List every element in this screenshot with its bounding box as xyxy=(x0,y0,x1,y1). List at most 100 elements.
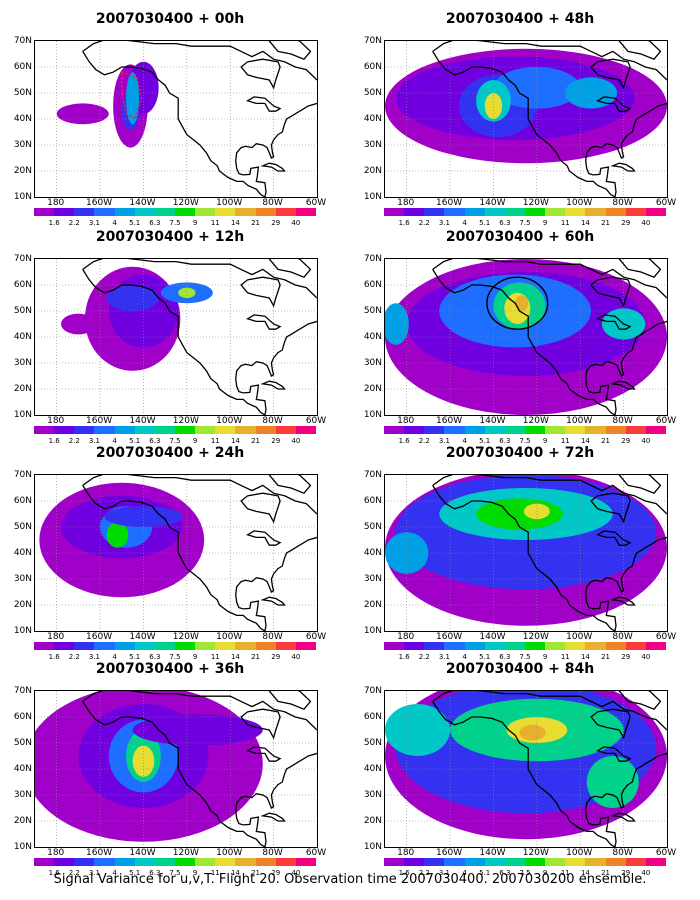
colorbar-label: 9 xyxy=(192,437,198,445)
colorbar-swatch xyxy=(174,208,196,216)
colorbar-label: 40 xyxy=(291,653,301,661)
colorbar-label: 21 xyxy=(601,219,611,227)
colorbar-label: 29 xyxy=(271,653,281,661)
colorbar-label: 9 xyxy=(542,219,548,227)
coastline xyxy=(590,492,631,524)
colorbar-swatch xyxy=(384,858,405,866)
colorbar-swatch xyxy=(484,426,505,434)
colorbar-swatch xyxy=(404,642,425,650)
latitude-label: 70N xyxy=(363,686,382,696)
coastline xyxy=(260,162,286,172)
colorbar-label: 7.5 xyxy=(169,653,181,661)
latitude-label: 40N xyxy=(363,764,382,774)
colorbar-swatch xyxy=(195,426,216,434)
longitude-label: 140W xyxy=(479,416,506,426)
colorbar-swatch xyxy=(94,642,115,650)
colorbar-swatch xyxy=(464,426,485,434)
variance-contour xyxy=(104,506,183,527)
coastline xyxy=(235,536,317,631)
longitude-label: 100W xyxy=(216,848,243,858)
colorbar-label: 9 xyxy=(542,653,548,661)
latitude-label: 30N xyxy=(363,790,382,800)
variance-contour xyxy=(519,724,546,741)
colorbar-swatch xyxy=(134,426,155,434)
latitude-label: 20N xyxy=(363,600,382,610)
colorbar-label: 29 xyxy=(621,437,631,445)
colorbar-swatch xyxy=(424,426,445,434)
colorbar-swatch xyxy=(585,642,606,650)
colorbar-label: 6.3 xyxy=(149,653,161,661)
coastline xyxy=(260,380,286,390)
latitude-label: 60N xyxy=(363,496,382,506)
variance-contour xyxy=(385,704,451,756)
colorbar-label: 6.3 xyxy=(499,219,511,227)
colorbar-swatch xyxy=(585,426,606,434)
colorbar-label: 21 xyxy=(251,653,261,661)
colorbar-label: 40 xyxy=(291,437,301,445)
colorbar-swatch xyxy=(275,426,296,434)
colorbar-label: 9 xyxy=(192,869,198,877)
colorbar-label: 1.6 xyxy=(48,869,60,877)
colorbar-swatch xyxy=(195,858,216,866)
colorbar-swatch xyxy=(154,208,175,216)
variance-contour xyxy=(132,714,263,746)
map-panel: 2007030400 + 72h 70N 60N 50N 40N 30N 20N 10N 180… xyxy=(350,444,690,661)
map-panel: 2007030400 + 00h 70N 60N 50N 40N 30N 20N 10N 180… xyxy=(0,10,340,227)
longitude-label: 120W xyxy=(522,198,549,208)
colorbar-swatch xyxy=(444,208,465,216)
latitude-label: 50N xyxy=(363,522,382,532)
longitude-label: 120W xyxy=(172,198,199,208)
map-svg xyxy=(35,41,317,197)
map-plot-area xyxy=(34,258,318,416)
colorbar-label: 40 xyxy=(641,653,651,661)
coastline xyxy=(585,320,667,415)
colorbar-swatch xyxy=(645,642,666,650)
colorbar-swatch xyxy=(295,208,316,216)
colorbar xyxy=(384,426,666,434)
colorbar-label: 29 xyxy=(271,219,281,227)
colorbar-label: 5.1 xyxy=(129,653,141,661)
longitude-label: 80W xyxy=(612,632,633,642)
colorbar-swatch xyxy=(404,426,425,434)
colorbar-label: 2.2 xyxy=(68,653,80,661)
colorbar-label: 7.5 xyxy=(169,219,181,227)
colorbar-label: 4 xyxy=(112,869,117,877)
latitude-label: 40N xyxy=(13,332,32,342)
colorbar-swatch xyxy=(545,858,566,866)
latitude-label: 60N xyxy=(13,280,32,290)
coastline xyxy=(596,746,632,762)
colorbar-label: 2.2 xyxy=(68,437,80,445)
colorbar-label: 21 xyxy=(251,219,261,227)
colorbar-swatch xyxy=(174,426,196,434)
colorbar-label: 29 xyxy=(271,869,281,877)
longitude-label: 60W xyxy=(655,198,677,208)
colorbar-label: 29 xyxy=(271,437,281,445)
colorbar-swatch xyxy=(114,858,135,866)
colorbar-label: 1.6 xyxy=(398,653,410,661)
map-panel: 2007030400 + 36h 70N 60N 50N 40N 30N 20N 10N 180… xyxy=(0,660,340,877)
longitude-label: 80W xyxy=(612,416,633,426)
longitude-label: 160W xyxy=(86,416,113,426)
colorbar-label: 2.2 xyxy=(418,653,430,661)
variance-contour xyxy=(61,313,96,335)
colorbar-swatch xyxy=(195,208,216,216)
latitude-label: 40N xyxy=(363,548,382,558)
colorbar-swatch xyxy=(94,858,115,866)
flight-track xyxy=(121,71,143,121)
variance-contour xyxy=(106,521,129,548)
colorbar-swatch xyxy=(384,642,405,650)
colorbar-swatch xyxy=(174,858,196,866)
coastline xyxy=(82,259,317,299)
colorbar-label: 3.1 xyxy=(438,219,450,227)
colorbar-swatch xyxy=(404,858,425,866)
colorbar-label: 4 xyxy=(112,437,117,445)
colorbar xyxy=(384,858,666,866)
colorbar xyxy=(34,426,316,434)
colorbar-label: 21 xyxy=(601,869,611,877)
coastline xyxy=(240,492,281,524)
colorbar-swatch xyxy=(625,208,646,216)
coastline xyxy=(610,380,636,390)
latitude-label: 20N xyxy=(13,600,32,610)
colorbar-label: 4 xyxy=(462,219,467,227)
